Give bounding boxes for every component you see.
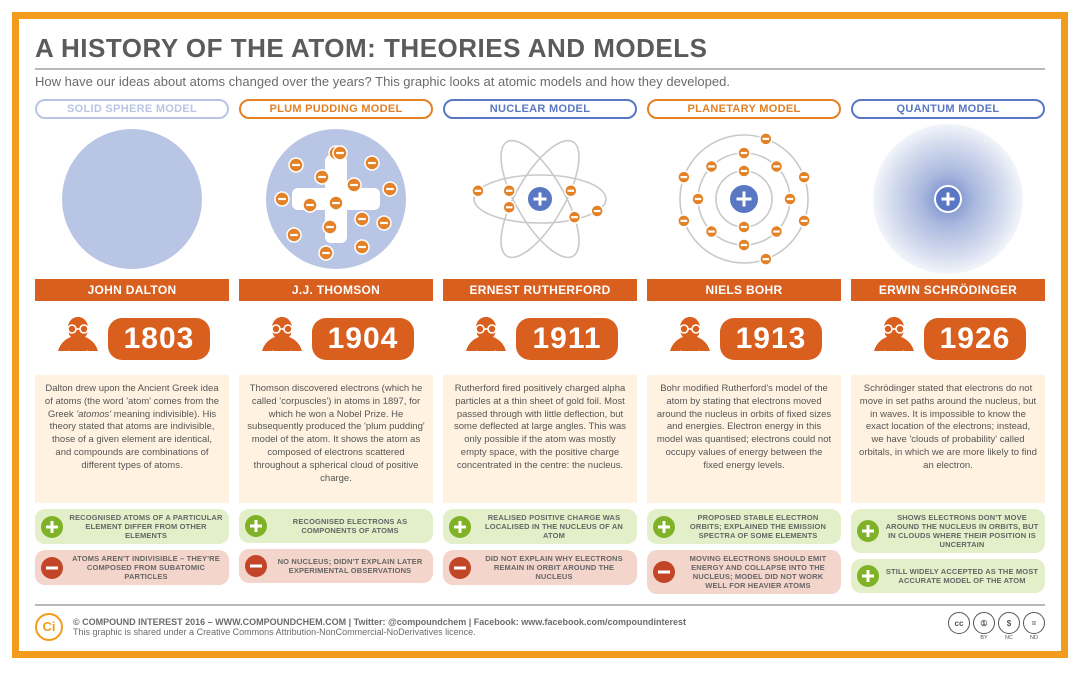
con-pill: STILL WIDELY ACCEPTED AS THE MOST ACCURA…	[851, 559, 1045, 593]
pro-pill: REALISED POSITIVE CHARGE WAS LOCALISED I…	[443, 509, 637, 544]
minus-icon	[245, 555, 267, 577]
minus-icon	[449, 557, 471, 579]
pro-text: PROPOSED STABLE ELECTRON ORBITS; EXPLAIN…	[681, 513, 835, 540]
footer-licence: This graphic is shared under a Creative …	[73, 627, 686, 637]
model-column: PLUM PUDDING MODEL	[239, 99, 433, 594]
cc-icon: cc	[948, 612, 970, 634]
scientist-portrait-icon	[54, 311, 102, 367]
year-badge: 1904	[312, 318, 415, 360]
year-row: 1911	[443, 311, 637, 367]
con-pill: ATOMS AREN'T INDIVISIBLE – THEY'RE COMPO…	[35, 550, 229, 585]
plus-icon	[857, 565, 879, 587]
model-column: SOLID SPHERE MODEL JOHN DALTON 1803 Dalt…	[35, 99, 229, 594]
pro-pill: PROPOSED STABLE ELECTRON ORBITS; EXPLAIN…	[647, 509, 841, 544]
con-text: ATOMS AREN'T INDIVISIBLE – THEY'RE COMPO…	[69, 554, 223, 581]
model-diagram	[851, 119, 1045, 279]
atom-diagram-svg	[450, 119, 630, 279]
model-columns: SOLID SPHERE MODEL JOHN DALTON 1803 Dalt…	[35, 99, 1045, 594]
model-column: PLANETARY MODEL	[647, 99, 841, 594]
con-text: STILL WIDELY ACCEPTED AS THE MOST ACCURA…	[885, 567, 1039, 585]
scientist-portrait-icon	[462, 311, 510, 367]
scientist-name: NIELS BOHR	[647, 279, 841, 301]
atom-diagram-svg	[42, 119, 222, 279]
model-description: Bohr modified Rutherford's model of the …	[647, 375, 841, 503]
cc-badge-cc: cc	[948, 612, 970, 641]
plus-icon	[449, 516, 471, 538]
model-diagram	[35, 119, 229, 279]
plus-icon	[41, 516, 63, 538]
model-name-label: NUCLEAR MODEL	[443, 99, 637, 119]
pro-text: REALISED POSITIVE CHARGE WAS LOCALISED I…	[477, 513, 631, 540]
quantum-cloud	[873, 124, 1023, 274]
page-title: A HISTORY OF THE ATOM: THEORIES AND MODE…	[35, 33, 1045, 70]
ci-logo-icon: Ci	[35, 613, 63, 641]
atom-diagram-svg	[246, 119, 426, 279]
cc-badges: cc ① BY $ NC = ND	[948, 612, 1045, 641]
footer-copyright: © COMPOUND INTEREST 2016 – WWW.COMPOUNDC…	[73, 617, 686, 627]
cc-badge-ND: = ND	[1023, 612, 1045, 641]
year-badge: 1913	[720, 318, 823, 360]
minus-icon	[653, 561, 675, 583]
pro-text: RECOGNISED ELECTRONS AS COMPONENTS OF AT…	[273, 517, 427, 535]
model-column: NUCLEAR MODEL ERNEST RUTHERFORD 1911 Rut	[443, 99, 637, 594]
pro-pill: RECOGNISED ATOMS OF A PARTICULAR ELEMENT…	[35, 509, 229, 544]
scientist-name: JOHN DALTON	[35, 279, 229, 301]
cc-label: ND	[1030, 635, 1038, 641]
cc-label: BY	[980, 635, 987, 641]
cc-icon: =	[1023, 612, 1045, 634]
scientist-portrait-icon	[258, 311, 306, 367]
scientist-name: ERWIN SCHRÖDINGER	[851, 279, 1045, 301]
model-name-label: QUANTUM MODEL	[851, 99, 1045, 119]
con-pill: MOVING ELECTRONS SHOULD EMIT ENERGY AND …	[647, 550, 841, 594]
con-pill: DID NOT EXPLAIN WHY ELECTRONS REMAIN IN …	[443, 550, 637, 585]
year-row: 1904	[239, 311, 433, 367]
con-text: DID NOT EXPLAIN WHY ELECTRONS REMAIN IN …	[477, 554, 631, 581]
con-pill: NO NUCLEUS; DIDN'T EXPLAIN LATER EXPERIM…	[239, 549, 433, 583]
year-badge: 1911	[516, 318, 617, 360]
cc-icon: ①	[973, 612, 995, 634]
model-description: Dalton drew upon the Ancient Greek idea …	[35, 375, 229, 503]
year-badge: 1803	[108, 318, 211, 360]
cc-label: NC	[1005, 635, 1013, 641]
year-row: 1803	[35, 311, 229, 367]
model-name-label: SOLID SPHERE MODEL	[35, 99, 229, 119]
pro-text: SHOWS ELECTRONS DON'T MOVE AROUND THE NU…	[885, 513, 1039, 549]
scientist-portrait-icon	[666, 311, 714, 367]
plus-icon	[653, 516, 675, 538]
con-text: NO NUCLEUS; DIDN'T EXPLAIN LATER EXPERIM…	[273, 557, 427, 575]
atom-diagram-svg	[654, 119, 834, 279]
model-description: Thomson discovered electrons (which he c…	[239, 375, 433, 503]
cc-badge-NC: $ NC	[998, 612, 1020, 641]
model-diagram	[443, 119, 637, 279]
model-name-label: PLANETARY MODEL	[647, 99, 841, 119]
cc-badge-BY: ① BY	[973, 612, 995, 641]
model-name-label: PLUM PUDDING MODEL	[239, 99, 433, 119]
scientist-name: ERNEST RUTHERFORD	[443, 279, 637, 301]
model-diagram	[239, 119, 433, 279]
model-description: Rutherford fired positively charged alph…	[443, 375, 637, 503]
cc-icon: $	[998, 612, 1020, 634]
year-row: 1913	[647, 311, 841, 367]
pro-pill: SHOWS ELECTRONS DON'T MOVE AROUND THE NU…	[851, 509, 1045, 553]
model-column: QUANTUM MODEL ERWIN SCHRÖDINGER 1926 Sch…	[851, 99, 1045, 594]
footer: Ci © COMPOUND INTEREST 2016 – WWW.COMPOU…	[35, 604, 1045, 641]
scientist-name: J.J. THOMSON	[239, 279, 433, 301]
infographic-frame: A HISTORY OF THE ATOM: THEORIES AND MODE…	[12, 12, 1068, 658]
year-row: 1926	[851, 311, 1045, 367]
plus-icon	[245, 515, 267, 537]
pro-pill: RECOGNISED ELECTRONS AS COMPONENTS OF AT…	[239, 509, 433, 543]
model-diagram	[647, 119, 841, 279]
pro-text: RECOGNISED ATOMS OF A PARTICULAR ELEMENT…	[69, 513, 223, 540]
footer-text: © COMPOUND INTEREST 2016 – WWW.COMPOUNDC…	[73, 617, 686, 637]
page-subtitle: How have our ideas about atoms changed o…	[35, 74, 1045, 89]
scientist-portrait-icon	[870, 311, 918, 367]
minus-icon	[41, 557, 63, 579]
plus-icon	[857, 520, 879, 542]
year-badge: 1926	[924, 318, 1027, 360]
con-text: MOVING ELECTRONS SHOULD EMIT ENERGY AND …	[681, 554, 835, 590]
model-description: Schrödinger stated that electrons do not…	[851, 375, 1045, 503]
